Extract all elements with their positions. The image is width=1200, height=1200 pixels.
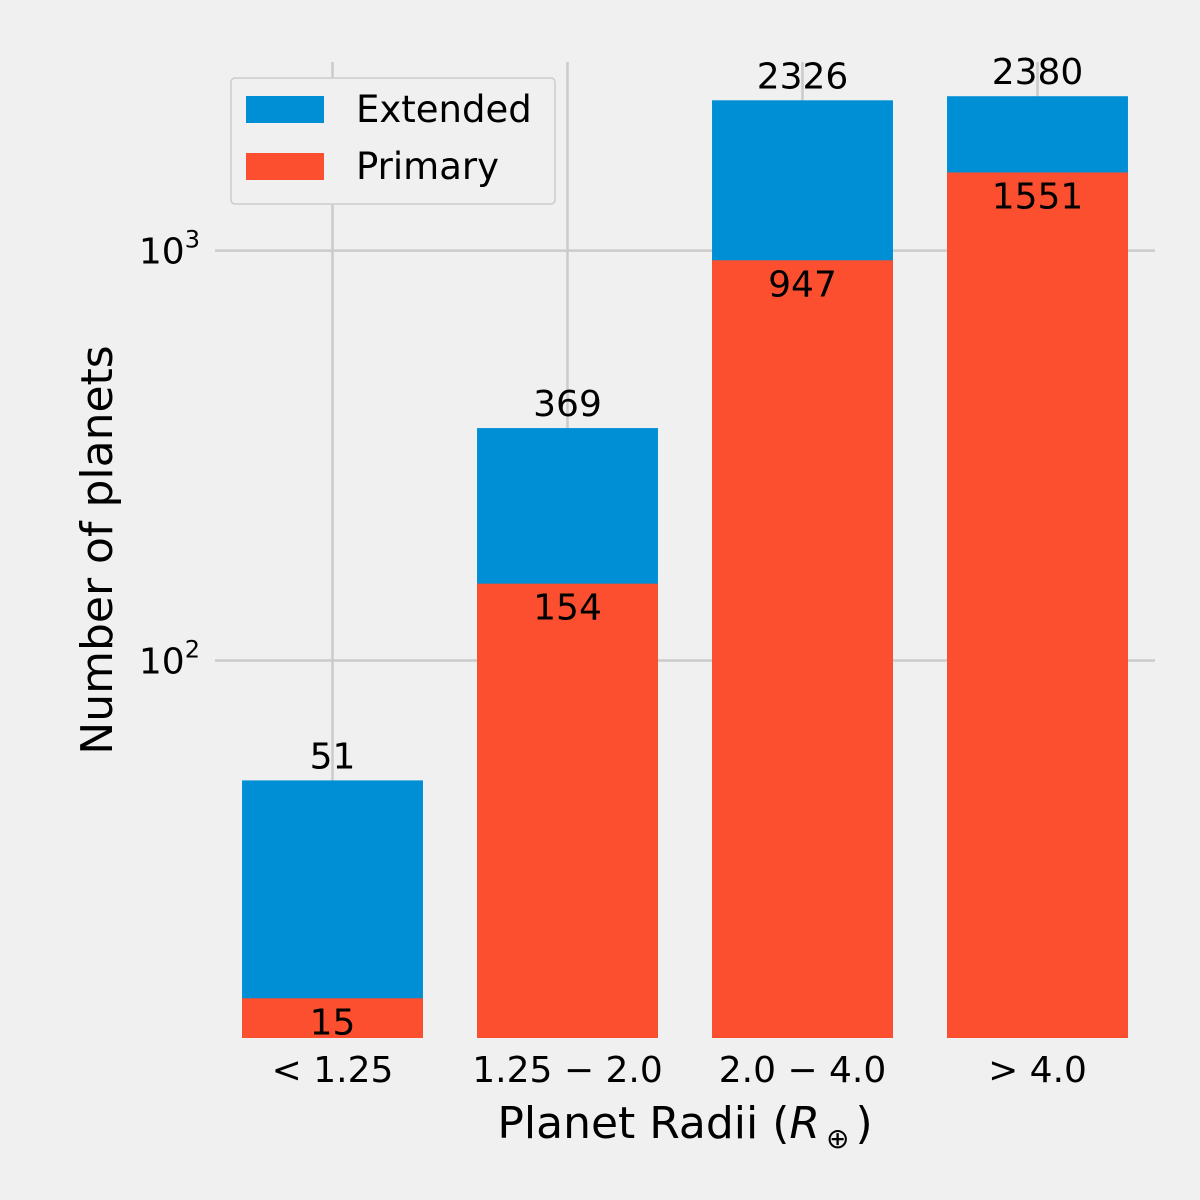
legend-swatch-extended bbox=[246, 96, 324, 123]
x-tick-label: 2.0 − 4.0 bbox=[719, 1050, 887, 1091]
data-label-extended: 2326 bbox=[757, 56, 849, 97]
bar-primary bbox=[477, 583, 658, 1038]
bar-extended bbox=[242, 780, 423, 1038]
bars-group bbox=[242, 96, 1128, 1039]
x-axis-title-main: Planet Radii ( bbox=[497, 1098, 789, 1149]
data-label-extended: 51 bbox=[310, 736, 356, 777]
x-tick-labels: < 1.25 1.25 − 2.0 2.0 − 4.0 > 4.0 bbox=[272, 1050, 1087, 1091]
legend: Extended Primary bbox=[230, 77, 556, 205]
x-tick-label: > 4.0 bbox=[988, 1050, 1087, 1091]
data-label-extended: 2380 bbox=[992, 52, 1084, 93]
legend-swatch-primary bbox=[246, 153, 324, 180]
data-label-primary: 15 bbox=[310, 1002, 356, 1043]
bar-primary bbox=[712, 260, 893, 1038]
x-axis-title: Planet Radii (R ⊕) bbox=[497, 1098, 872, 1155]
x-axis-title-subscript: ⊕ bbox=[826, 1122, 849, 1155]
x-axis-title-end: ) bbox=[855, 1098, 872, 1149]
y-tick-label: 103 bbox=[139, 226, 200, 273]
y-tick-labels: 102 103 bbox=[139, 226, 200, 683]
data-labels-group: 51 15 369 154 2326 947 2380 1551 bbox=[310, 52, 1084, 1043]
legend-label-primary: Primary bbox=[356, 145, 499, 188]
bar-primary bbox=[242, 998, 423, 1038]
legend-label-extended: Extended bbox=[356, 88, 532, 131]
data-label-primary: 1551 bbox=[992, 176, 1084, 217]
x-tick-label: < 1.25 bbox=[272, 1050, 394, 1091]
x-tick-label: 1.25 − 2.0 bbox=[472, 1050, 662, 1091]
bar-primary bbox=[947, 172, 1128, 1038]
data-label-extended: 369 bbox=[533, 384, 602, 425]
data-label-primary: 947 bbox=[768, 264, 837, 305]
data-label-primary: 154 bbox=[533, 588, 602, 629]
x-axis-title-symbol: R bbox=[789, 1098, 820, 1149]
y-axis-title: Number of planets bbox=[72, 345, 123, 754]
y-tick-label: 102 bbox=[139, 636, 200, 683]
